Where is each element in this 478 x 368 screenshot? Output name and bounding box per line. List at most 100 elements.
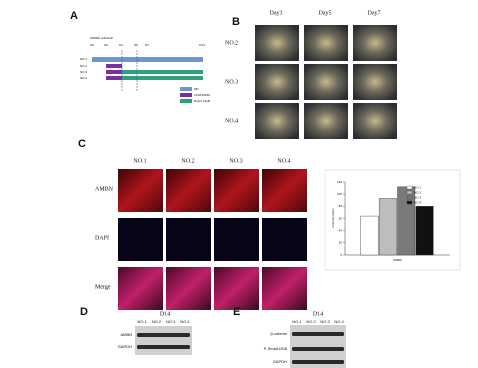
micrograph	[255, 103, 299, 139]
band	[137, 333, 190, 337]
y-tick-label: 20	[339, 241, 343, 245]
column-label: NO.2	[306, 319, 316, 324]
row-label: NO.4	[80, 76, 87, 80]
band	[292, 332, 344, 336]
day-label: D6	[134, 43, 138, 47]
bar	[378, 198, 397, 256]
bmp-bar	[122, 70, 203, 74]
micrograph	[255, 64, 299, 100]
fluorescence-image	[262, 218, 307, 261]
legend-swatch	[180, 93, 192, 97]
ldn-bar	[106, 70, 122, 74]
column-label: NO.4	[180, 319, 190, 324]
micrograph	[304, 25, 348, 61]
row-label: NO.4	[225, 118, 238, 124]
density: 200000 cells/well	[90, 36, 113, 40]
micrograph	[255, 25, 299, 61]
bar	[415, 206, 434, 256]
row-label: NO.3	[225, 79, 238, 85]
bar	[397, 186, 416, 256]
row-label: NO.1	[80, 57, 87, 61]
fluorescence-image	[118, 218, 163, 261]
md-bar	[92, 57, 203, 62]
fluorescence-image	[166, 169, 211, 212]
y-tick-label: 80	[339, 204, 343, 208]
day-label: D4	[119, 43, 123, 47]
column-label: NO.1	[133, 158, 146, 164]
legend-label: NO.4	[414, 200, 421, 204]
x-tick-label: AMBN	[393, 258, 402, 262]
row-label: Merge	[95, 284, 111, 290]
y-tick-label: 120	[337, 180, 342, 184]
y-axis-label: Intensity Ratio	[331, 208, 335, 227]
row-label: P-Smad1/5/8	[264, 346, 288, 351]
blot	[135, 326, 192, 355]
column-label: Day5	[319, 10, 332, 16]
legend-label: MD	[194, 87, 199, 91]
row-label: NO.2	[225, 40, 238, 46]
ldn-bar	[106, 76, 122, 80]
y-tick-label: 40	[339, 228, 343, 232]
micrograph	[353, 25, 397, 61]
row-label: AMBN	[120, 332, 132, 337]
legend-swatch	[406, 200, 413, 205]
micrograph	[353, 103, 397, 139]
row-label: NO.2	[80, 64, 87, 68]
row-label: NO.3	[80, 70, 87, 74]
day-label: D7	[145, 43, 149, 47]
fluorescence-image	[262, 169, 307, 212]
row-label: AMBN	[95, 186, 114, 192]
y-tick-label: 0	[340, 253, 342, 257]
micrograph	[353, 64, 397, 100]
column-label: NO.3	[320, 319, 330, 324]
fluorescence-image	[214, 267, 259, 310]
panel-label: D	[80, 306, 88, 318]
column-label: NO.1	[292, 319, 302, 324]
time-label: D14	[313, 311, 323, 317]
legend-label: NO.1	[414, 185, 421, 189]
panel-label: A	[70, 10, 78, 22]
legend-swatch	[406, 185, 413, 190]
day-label: D0	[90, 43, 94, 47]
bar	[360, 215, 379, 256]
row-label: β-catenin	[270, 331, 287, 336]
band	[292, 360, 344, 364]
legend-label: NO.2	[414, 190, 421, 194]
legend-swatch	[180, 99, 192, 103]
column-label: NO.4	[277, 158, 290, 164]
row-label: DAPI	[95, 235, 109, 241]
legend-label: Bmp4 10μM	[194, 99, 211, 103]
fluorescence-image	[118, 267, 163, 310]
y-tick-label: 60	[339, 216, 343, 220]
band	[292, 347, 344, 351]
panel-label: E	[233, 306, 240, 318]
column-label: NO.3	[229, 158, 242, 164]
column-label: NO.2	[181, 158, 194, 164]
legend-swatch	[180, 87, 192, 91]
day-label: D14	[199, 43, 205, 47]
row-label: GAPDH	[118, 344, 132, 349]
micrograph	[304, 103, 348, 139]
band	[137, 345, 190, 349]
fluorescence-image	[214, 218, 259, 261]
column-label: NO.3	[166, 319, 176, 324]
fluorescence-image	[118, 169, 163, 212]
time-label: D14	[160, 311, 170, 317]
fluorescence-image	[262, 267, 307, 310]
panel-label: B	[232, 16, 240, 28]
fluorescence-image	[166, 218, 211, 261]
day-label: D2	[104, 43, 108, 47]
column-label: Day3	[270, 10, 283, 16]
legend-swatch	[406, 190, 413, 195]
fluorescence-image	[166, 267, 211, 310]
column-label: NO.4	[334, 319, 344, 324]
column-label: NO.1	[137, 319, 147, 324]
micrograph	[304, 64, 348, 100]
column-label: NO.2	[152, 319, 162, 324]
legend-label: NO.3	[414, 195, 421, 199]
fluorescence-image	[214, 169, 259, 212]
y-tick-label: 100	[337, 192, 342, 196]
legend-swatch	[406, 195, 413, 200]
row-label: GAPDH	[273, 359, 287, 364]
